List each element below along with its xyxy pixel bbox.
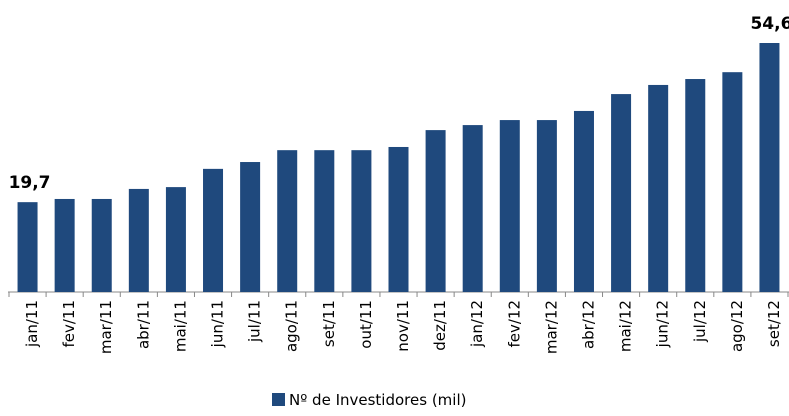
bar (128, 188, 149, 292)
bar (536, 120, 557, 292)
bar (462, 125, 483, 292)
x-tick-label: mar/11 (97, 300, 115, 354)
x-tick-label: ago/12 (728, 300, 746, 352)
bar (611, 94, 632, 292)
x-tick-label: jul/12 (691, 300, 709, 343)
bar (573, 110, 594, 292)
x-tick-label: mai/11 (171, 300, 189, 352)
x-tick-label: dez/11 (431, 300, 449, 351)
x-tick-label: out/11 (357, 300, 375, 349)
bar (277, 150, 298, 292)
x-tick-label: fev/12 (505, 300, 523, 348)
bar (54, 198, 75, 292)
x-tick-label: jun/11 (209, 300, 227, 348)
x-tick-label: jan/12 (468, 300, 486, 348)
x-tick-label: set/11 (320, 300, 338, 347)
legend-swatch (272, 393, 285, 406)
x-tick-label: jun/12 (654, 300, 672, 348)
x-tick-label: set/12 (765, 300, 783, 347)
x-tick-label: nov/11 (394, 300, 412, 352)
bar (499, 120, 520, 292)
bar (314, 150, 335, 292)
legend-label: Nº de Investidores (mil) (289, 391, 466, 409)
x-tick-label: jul/11 (246, 300, 264, 343)
bar (648, 84, 669, 292)
bar (759, 43, 780, 292)
bar (91, 198, 112, 292)
x-tick-label: jan/11 (23, 300, 41, 348)
bar (722, 72, 743, 292)
bar (685, 79, 706, 293)
bar (203, 168, 224, 292)
x-tick-label: mai/12 (617, 300, 635, 352)
value-label: 19,7 (9, 173, 51, 193)
bar (425, 130, 446, 292)
x-tick-label: abr/12 (579, 300, 597, 349)
bar (351, 150, 372, 292)
bar (388, 146, 409, 292)
x-tick-label: abr/11 (134, 300, 152, 349)
x-tick-label: fev/11 (60, 300, 78, 348)
bar (240, 162, 261, 292)
bar (17, 202, 38, 292)
bar (165, 187, 186, 292)
value-label: 54,6 (750, 14, 789, 34)
x-tick-label: ago/11 (283, 300, 301, 352)
x-tick-label: mar/12 (542, 300, 560, 354)
